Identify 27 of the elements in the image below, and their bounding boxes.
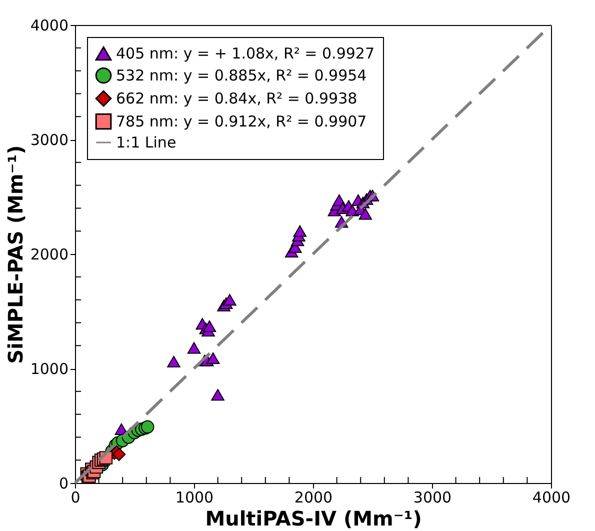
point (202, 320, 216, 332)
x-tick-label: 1000 (175, 488, 214, 506)
y-tick-label: 3000 (30, 131, 68, 149)
point (223, 294, 236, 306)
point (112, 448, 126, 461)
y-tick-label: 0 (58, 474, 68, 492)
y-axis-title: SiMPLE-PAS (Mm⁻¹) (3, 145, 28, 364)
x-tick-label: 3000 (413, 488, 452, 506)
point (187, 342, 201, 354)
x-tick-label: 0 (70, 488, 80, 506)
point (206, 352, 220, 364)
point (211, 389, 224, 401)
legend-label: 1:1 Line (116, 134, 176, 152)
y-tick-label: 4000 (30, 16, 68, 34)
x-tick-label: 4000 (532, 488, 571, 506)
point (167, 356, 180, 368)
y-tick-label: 2000 (30, 246, 68, 264)
point (140, 420, 154, 434)
legend-label: 532 nm: y = 0.885x, R² = 0.9954 (116, 66, 367, 84)
y-tick-label: 1000 (30, 360, 68, 378)
legend-label: 785 nm: y = 0.912x, R² = 0.9907 (116, 112, 367, 130)
legend-label: 405 nm: y = + 1.08x, R² = 0.9927 (116, 44, 374, 62)
point (293, 225, 307, 237)
x-axis-title: MultiPAS-IV (Mm⁻¹) (205, 506, 422, 530)
legend-label: 662 nm: y = 0.84x, R² = 0.9938 (116, 90, 358, 108)
point (358, 208, 372, 220)
x-tick-label: 2000 (294, 488, 333, 506)
